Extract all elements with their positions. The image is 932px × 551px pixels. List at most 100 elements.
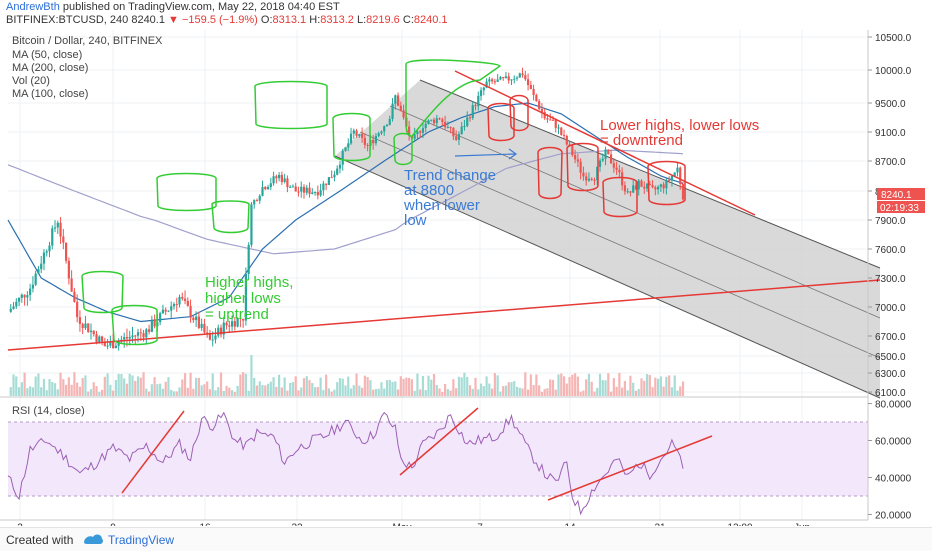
ohlc-line: BITFINEX:BTCUSD, 240 8240.1 ▼ −159.5 (−1… [6,14,448,26]
candle-body [557,127,560,129]
volume-bar [233,391,236,396]
volume-bar [510,382,513,396]
volume-bar [175,391,178,396]
candle-body [233,321,236,327]
volume-bar [236,385,239,396]
volume-bar [322,390,325,396]
author-link[interactable]: AndrewBth [6,1,60,13]
volume-bar [62,379,65,396]
candle-body [363,137,366,145]
volume-bar [446,389,449,396]
price-tick-label: 9100.0 [875,128,906,139]
volume-bar [197,377,200,396]
candle-body [134,335,137,337]
volume-bar [629,375,632,396]
volume-bar [391,381,394,396]
candle-body [327,177,331,185]
volume-bar [302,378,306,396]
rsi-label[interactable]: RSI (14, close) [12,405,85,417]
green-box-5 [254,80,328,130]
volume-bar [665,376,668,396]
volume-bar [12,374,15,396]
volume-bar [562,376,566,396]
volume-bar [369,380,372,396]
candle-body [302,186,306,193]
candle-body [319,190,322,196]
legend-item-ma200[interactable]: MA (200, close) [12,62,88,74]
legend-item-vol[interactable]: Vol (20) [12,75,50,87]
volume-bar [20,382,23,396]
symbol-label: BITFINEX:BTCUSD, 240 [6,14,129,26]
price-badges: 8240.1 02:19:33 [877,188,925,214]
volume-bar [416,373,419,396]
volume-bar [206,381,209,396]
volume-bar [571,374,574,396]
volume-bar [532,385,535,396]
candle-body [186,300,189,306]
volume-bar [125,383,129,396]
volume-bar [114,379,117,396]
legend-item-ma100[interactable]: MA (100, close) [12,88,88,100]
volume-bar [643,380,646,396]
volume-bar [31,387,34,396]
candle-body [289,186,292,188]
volume-bar [455,388,458,396]
candle-body [651,185,654,188]
volume-bar [408,377,411,396]
down-arrow-icon: ▼ [168,14,179,26]
candle-body [665,179,668,189]
candle-body [272,176,275,184]
candle-body [598,160,602,167]
volume-bar [463,372,466,396]
candle-body [366,144,369,146]
volume-bar [327,388,331,396]
candle-body [474,105,477,107]
volume-bar [255,385,259,396]
volume-bar [222,390,225,396]
candle-body [648,183,651,186]
created-with-text: Created with [6,533,74,547]
rsi-axis[interactable]: 80.0000 60.0000 40.0000 20.0000 [868,400,912,522]
volume-bar [214,390,217,396]
price-axis[interactable]: 10500.010000.09500.09100.08700.08300.079… [867,30,912,520]
volume-bar [181,379,184,396]
candle-body [142,333,145,338]
candle-body [452,127,455,137]
price-chart[interactable]: Higher highs, higher lows = uptrend Lowe… [0,28,932,526]
volume-bar [37,373,40,396]
candle-body [291,186,295,188]
price-tick-label: 10500.0 [875,33,912,44]
candle-body [471,105,474,119]
volume-bar [521,388,524,396]
candle-body [266,186,270,190]
legend-item-ma50[interactable]: MA (50, close) [12,49,82,61]
candle-body [507,76,510,81]
volume-bar [574,373,577,396]
candle-body [554,120,557,128]
price-tick-label: 10000.0 [875,66,912,77]
volume-bar [244,373,248,396]
candle-body [258,195,261,201]
candle-body [197,316,200,328]
countdown-badge [877,201,925,213]
volume-bar [618,372,621,396]
candle-body [493,81,496,83]
candle-body [488,79,491,82]
time-axis[interactable]: 2 9 16 23 May 7 14 21 12:00 Jun [0,519,868,526]
candle-body [62,236,65,243]
candle-body [217,327,220,336]
countdown-badge-text: 02:19:33 [880,203,919,214]
candle-body [676,167,679,173]
last-price-badge-text: 8240.1 [881,190,912,201]
candle-body [374,135,378,144]
tradingview-link[interactable]: TradingView [108,533,175,547]
candle-body [499,77,502,80]
candle-body [56,222,59,228]
volume-bar [515,386,519,396]
volume-bar [294,376,297,396]
volume-bar [34,376,37,396]
volume-bar [518,387,521,396]
volume-bar [419,389,422,396]
candle-body [540,109,544,112]
volume-bar [438,388,441,396]
